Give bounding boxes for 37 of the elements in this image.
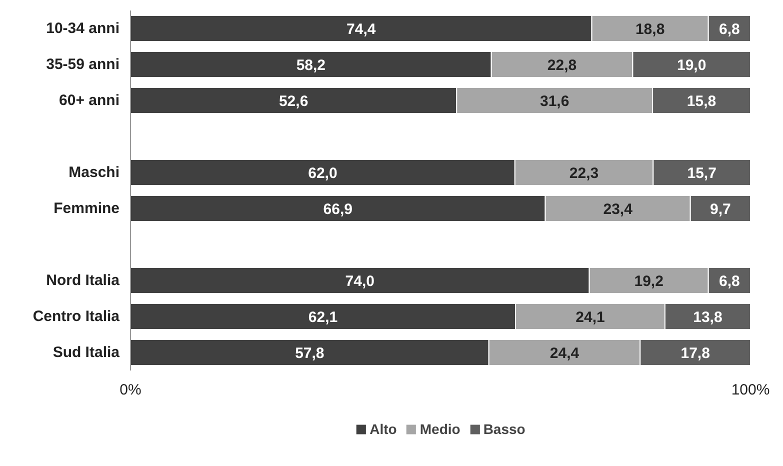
y-tick-label: Femmine: [54, 200, 120, 217]
data-label: 24,1: [576, 309, 605, 326]
data-label: 52,6: [278, 93, 308, 110]
y-tick-label: Maschi: [68, 164, 120, 181]
y-tick-label: 10-34 anni: [46, 20, 120, 37]
data-label: 13,8: [693, 309, 722, 326]
y-tick-label: Sud Italia: [52, 344, 120, 361]
data-label: 57,8: [295, 345, 324, 362]
data-label: 9,7: [710, 201, 731, 218]
data-label: 22,3: [569, 165, 599, 182]
y-tick-label: Nord Italia: [46, 272, 120, 289]
data-label: 6,8: [718, 21, 740, 38]
data-label: 62,1: [308, 309, 338, 326]
x-tick-label: 0%: [120, 382, 142, 398]
data-label: 74,4: [346, 21, 376, 38]
y-tick-label: 60+ anni: [59, 92, 120, 109]
legend-label: Basso: [483, 421, 526, 437]
data-label: 24,4: [550, 345, 580, 362]
data-label: 31,6: [540, 93, 570, 110]
data-label: 15,7: [687, 165, 716, 182]
legend-label: Medio: [420, 421, 460, 437]
data-label: 17,8: [680, 345, 710, 362]
data-label: 58,2: [296, 57, 326, 74]
data-label: 22,8: [547, 57, 577, 74]
y-tick-label: 35-59 anni: [46, 56, 120, 73]
legend-label: Alto: [370, 421, 397, 437]
data-label: 74,0: [345, 273, 375, 290]
y-tick-label: Centro Italia: [32, 308, 120, 325]
data-label: 6,8: [718, 273, 740, 290]
data-label: 62,0: [308, 165, 338, 182]
data-label: 18,8: [635, 21, 665, 38]
data-label: 66,9: [323, 201, 352, 218]
data-label: 19,2: [634, 273, 664, 290]
data-label: 19,0: [677, 57, 706, 74]
data-label: 23,4: [603, 201, 634, 218]
data-label: 15,8: [686, 93, 716, 110]
x-tick-label: 100%: [731, 382, 770, 398]
